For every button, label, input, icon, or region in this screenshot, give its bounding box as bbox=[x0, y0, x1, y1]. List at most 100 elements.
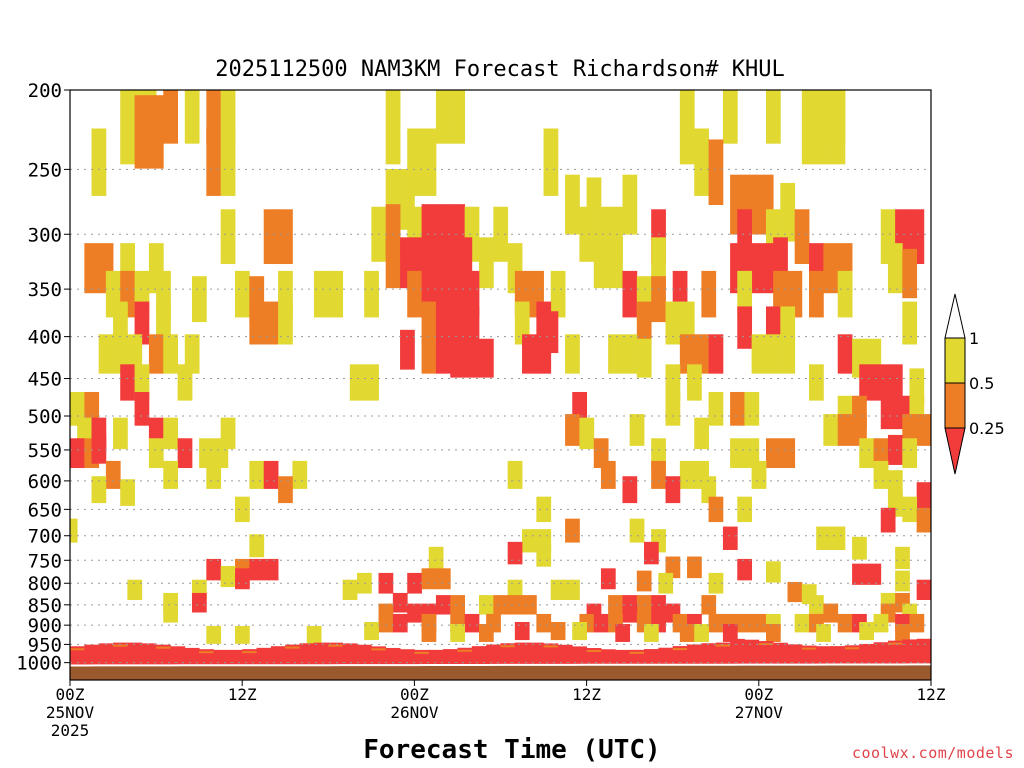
ri-cell bbox=[278, 476, 293, 504]
ri-cell bbox=[177, 438, 193, 469]
ri-cell bbox=[507, 595, 523, 615]
ri-cell bbox=[830, 526, 846, 550]
ri-cell bbox=[184, 90, 200, 144]
ri-cell bbox=[823, 603, 839, 623]
ri-cell bbox=[84, 391, 100, 426]
ri-cell bbox=[665, 556, 681, 579]
ri-cell bbox=[421, 623, 437, 642]
ri-cell bbox=[809, 364, 824, 401]
legend-level-label: 1 bbox=[969, 329, 979, 348]
surface-layer-column bbox=[787, 644, 803, 665]
y-tick-label: 550 bbox=[28, 440, 62, 462]
surface-layer-column bbox=[184, 647, 200, 666]
ri-cell bbox=[622, 270, 638, 318]
plot-frame bbox=[69, 89, 932, 681]
ri-cell bbox=[687, 556, 702, 579]
ri-cell bbox=[873, 613, 889, 633]
ri-cell bbox=[435, 90, 451, 144]
surface-layer-column bbox=[70, 646, 85, 666]
ri-cell bbox=[450, 338, 466, 378]
surface-layer-column bbox=[385, 647, 401, 666]
ri-cell bbox=[765, 623, 781, 642]
surface-layer-column bbox=[658, 647, 674, 665]
x-tick-label: 26NOV bbox=[390, 703, 439, 722]
x-tick-label: 2025 bbox=[51, 721, 90, 740]
ri-cell bbox=[263, 558, 279, 581]
surface-layer-column bbox=[113, 642, 128, 666]
surface-layer-column bbox=[830, 646, 846, 665]
ri-cell bbox=[837, 334, 853, 374]
ri-cell bbox=[235, 625, 250, 644]
ri-cell bbox=[91, 433, 107, 464]
ri-cell bbox=[765, 334, 781, 374]
ri-cell bbox=[636, 301, 652, 345]
ri-cell bbox=[263, 460, 279, 489]
ri-cell bbox=[730, 391, 745, 426]
ri-cell bbox=[522, 529, 537, 553]
ri-cell bbox=[895, 623, 910, 642]
ri-cell bbox=[873, 438, 889, 469]
ri-cell bbox=[866, 563, 882, 585]
ri-cell bbox=[421, 334, 437, 374]
surface-layer-column bbox=[715, 642, 731, 665]
surface-layer-column bbox=[242, 649, 257, 666]
ri-cell bbox=[765, 561, 781, 583]
surface-layer-column bbox=[357, 644, 372, 666]
y-tick-label: 800 bbox=[28, 573, 62, 595]
surface-layer-column bbox=[328, 642, 344, 666]
ri-cell bbox=[895, 546, 910, 569]
ri-cell bbox=[278, 209, 293, 264]
ri-cell bbox=[120, 90, 135, 165]
ri-cell bbox=[550, 579, 566, 600]
ri-cell bbox=[163, 334, 179, 374]
ri-cell bbox=[780, 182, 796, 242]
ri-cell bbox=[701, 476, 717, 504]
ri-cell bbox=[392, 592, 408, 613]
ri-cell bbox=[608, 237, 623, 289]
surface-layer-column bbox=[471, 646, 487, 665]
y-tick-label: 700 bbox=[28, 526, 62, 548]
ri-cell bbox=[220, 565, 236, 588]
surface-layer-streak bbox=[586, 650, 616, 653]
ri-cell bbox=[600, 568, 616, 590]
ri-cell bbox=[622, 174, 638, 235]
ri-cell bbox=[608, 334, 623, 374]
ri-cell bbox=[550, 270, 566, 318]
ri-cell bbox=[593, 438, 609, 469]
surface-layer-column bbox=[227, 649, 243, 666]
ri-cell bbox=[163, 603, 179, 623]
y-tick-label: 950 bbox=[28, 634, 62, 656]
surface-layer-column bbox=[672, 646, 688, 665]
surface-layer-column bbox=[141, 643, 157, 666]
ri-cell bbox=[536, 334, 552, 374]
ri-cell bbox=[787, 581, 803, 603]
ri-cell bbox=[823, 414, 839, 446]
y-tick-label: 200 bbox=[28, 80, 62, 102]
ri-cell bbox=[737, 496, 753, 523]
ri-cell bbox=[687, 364, 702, 401]
ri-cell bbox=[859, 438, 874, 469]
ri-cell bbox=[134, 391, 150, 426]
ri-cell bbox=[522, 595, 537, 615]
surface-layer-column bbox=[400, 649, 415, 666]
ri-cell bbox=[579, 206, 595, 262]
plot-area bbox=[70, 90, 931, 680]
ri-cell bbox=[206, 460, 222, 489]
ri-cell bbox=[450, 623, 466, 642]
ri-cell bbox=[916, 507, 931, 533]
ri-cell bbox=[708, 334, 724, 374]
ri-cell bbox=[679, 623, 695, 642]
ri-cell bbox=[435, 301, 451, 345]
legend-level-label: 0.5 bbox=[969, 374, 994, 393]
ri-cell bbox=[902, 248, 918, 299]
ri-cell bbox=[84, 243, 100, 294]
ri-cell bbox=[507, 460, 523, 489]
ri-cell bbox=[184, 334, 200, 374]
ri-cell bbox=[909, 613, 925, 633]
ri-cell bbox=[765, 90, 781, 144]
ri-cell bbox=[722, 90, 738, 144]
ri-cell bbox=[113, 301, 128, 345]
ri-cell bbox=[565, 334, 580, 374]
ri-cell bbox=[292, 460, 308, 489]
ri-cell bbox=[629, 414, 645, 446]
